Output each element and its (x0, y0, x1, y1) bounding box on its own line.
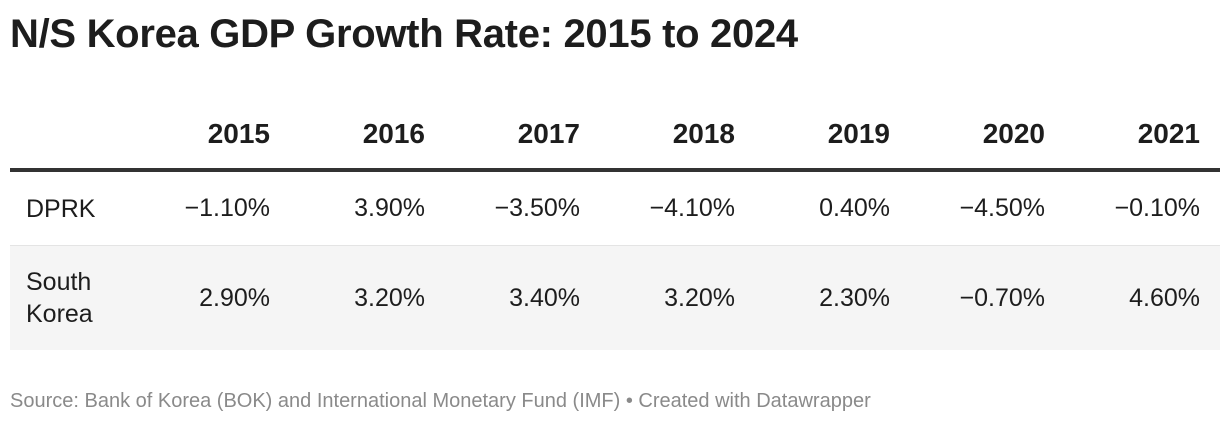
table-cell: 3.20% (280, 245, 435, 350)
column-header: 2015 (125, 100, 280, 172)
table-cell: 3.20% (590, 245, 745, 350)
column-header: 2016 (280, 100, 435, 172)
padding-cell (1210, 245, 1220, 350)
table-cell: −1.10% (125, 170, 280, 246)
table-cell: 4.60% (1055, 245, 1210, 350)
table-cell: 3.40% (435, 245, 590, 350)
column-header: 2018 (590, 100, 745, 172)
table-cell: −0.70% (900, 245, 1055, 350)
source-footer: Source: Bank of Korea (BOK) and Internat… (10, 390, 871, 412)
column-header: 2020 (900, 100, 1055, 172)
table-row-dprk: DPRK −1.10% 3.90% −3.50% −4.10% 0.40% −4… (10, 170, 1220, 246)
padding-header (1210, 100, 1220, 172)
column-header: 2017 (435, 100, 590, 172)
row-label-header (10, 100, 125, 172)
table-cell: 0.40% (745, 170, 900, 246)
column-header: 2019 (745, 100, 900, 172)
padding-cell (1210, 170, 1220, 246)
table-cell: −4.50% (900, 170, 1055, 246)
row-label: DPRK (10, 170, 125, 246)
table-cell: 2.90% (125, 245, 280, 350)
chart-title: N/S Korea GDP Growth Rate: 2015 to 2024 (10, 12, 798, 56)
row-label: South Korea (10, 245, 125, 350)
table-cell: 3.90% (280, 170, 435, 246)
table-cell: −0.10% (1055, 170, 1210, 246)
table-cell: 2.30% (745, 245, 900, 350)
table-cell: −3.50% (435, 170, 590, 246)
table-cell: −4.10% (590, 170, 745, 246)
table-header-row: 2015 2016 2017 2018 2019 2020 2021 (10, 100, 1220, 172)
gdp-table: 2015 2016 2017 2018 2019 2020 2021 DPRK … (10, 100, 1220, 350)
column-header: 2021 (1055, 100, 1210, 172)
table-row-south-korea: South Korea 2.90% 3.20% 3.40% 3.20% 2.30… (10, 245, 1220, 350)
